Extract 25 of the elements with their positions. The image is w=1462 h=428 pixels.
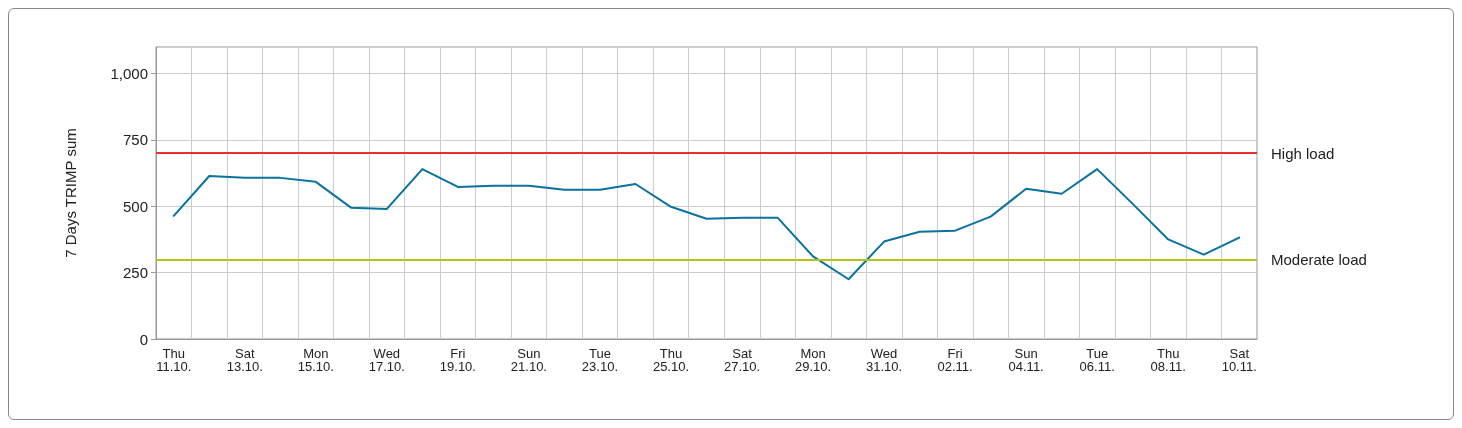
y-tick-label: 1,000 — [110, 65, 148, 83]
x-tick-label: Tue 06.11. — [1079, 346, 1115, 374]
x-tick-label: Thu 11.10. — [156, 346, 192, 374]
x-tick-label: Wed 31.10. — [866, 346, 903, 374]
y-tick-label: 500 — [122, 197, 148, 215]
ref-line-label: High load — [1271, 144, 1335, 162]
x-tick-label: Mon 29.10. — [794, 346, 832, 374]
x-tick-label: Fri 02.11. — [937, 346, 973, 374]
y-tick-label: 750 — [122, 131, 148, 149]
x-tick-label: Fri 19.10. — [439, 346, 476, 374]
ref-line-label: Moderate load — [1271, 250, 1367, 268]
x-tick-label: Thu 08.11. — [1150, 346, 1186, 374]
y-tick-label: 0 — [139, 330, 148, 348]
x-tick-label: Wed 17.10. — [368, 346, 405, 374]
x-tick-label: Thu 25.10. — [652, 346, 690, 374]
y-axis-title: 7 Days TRIMP sum — [62, 128, 79, 258]
x-tick-label: Sat 27.10. — [723, 346, 761, 374]
y-tick-label: 250 — [122, 264, 148, 282]
line-series — [172, 168, 1241, 281]
x-tick-label: Tue 23.10. — [581, 346, 619, 374]
x-tick-label: Sat 10.11. — [1221, 346, 1257, 374]
x-tick-label: Sat 13.10. — [226, 346, 263, 374]
x-tick-label: Sun 04.11. — [1008, 346, 1044, 374]
x-tick-label: Sun 21.10. — [510, 346, 547, 374]
x-tick-label: Mon 15.10. — [297, 346, 334, 374]
